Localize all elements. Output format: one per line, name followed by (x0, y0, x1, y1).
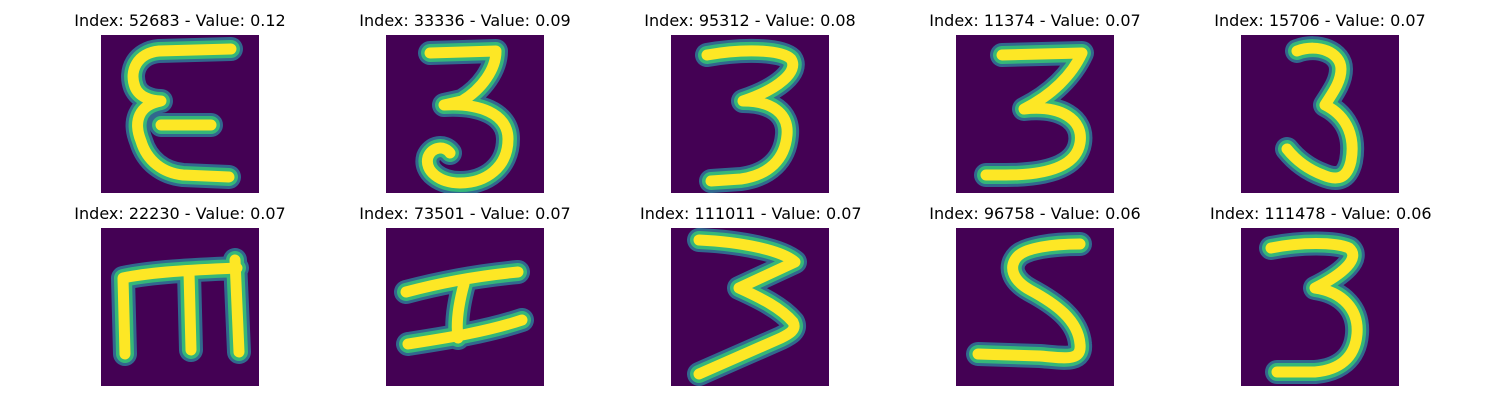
digit-h-rotated-glyph (386, 228, 544, 386)
digit-image (386, 228, 544, 386)
digit-3-zigzag-glyph (671, 228, 829, 386)
digit-3-glyph (1241, 35, 1399, 193)
image-panel-6: Index: 22230 - Value: 0.07 (70, 203, 290, 386)
digit-image (956, 35, 1114, 193)
image-panel-2: Index: 33336 - Value: 0.09 (355, 10, 575, 193)
digit-image (386, 35, 544, 193)
digit-image (956, 228, 1114, 386)
digit-image (101, 35, 259, 193)
image-title: Index: 96758 - Value: 0.06 (929, 204, 1141, 223)
digit-image (671, 228, 829, 386)
image-title: Index: 52683 - Value: 0.12 (74, 11, 286, 30)
digit-5-glyph (956, 228, 1114, 386)
image-panel-3: Index: 95312 - Value: 0.08 (640, 10, 860, 193)
image-title: Index: 33336 - Value: 0.09 (359, 11, 571, 30)
image-panel-1: Index: 52683 - Value: 0.12 (70, 10, 290, 193)
image-title: Index: 15706 - Value: 0.07 (1214, 11, 1426, 30)
image-title: Index: 111478 - Value: 0.06 (1210, 204, 1432, 223)
digit-image (101, 228, 259, 386)
digit-3-glyph (956, 35, 1114, 193)
image-title: Index: 111011 - Value: 0.07 (640, 204, 862, 223)
image-panel-7: Index: 73501 - Value: 0.07 (355, 203, 575, 386)
digit-image (671, 35, 829, 193)
image-title: Index: 95312 - Value: 0.08 (644, 11, 856, 30)
digit-3-glyph (386, 35, 544, 193)
digit-m-glyph (101, 228, 259, 386)
image-panel-9: Index: 96758 - Value: 0.06 (925, 203, 1145, 386)
digit-e-curly-glyph (101, 35, 259, 193)
image-title: Index: 11374 - Value: 0.07 (929, 11, 1141, 30)
image-title: Index: 22230 - Value: 0.07 (74, 204, 286, 223)
digit-3-glyph (1241, 228, 1399, 386)
image-panel-4: Index: 11374 - Value: 0.07 (925, 10, 1145, 193)
digit-image (1241, 35, 1399, 193)
image-title: Index: 73501 - Value: 0.07 (359, 204, 571, 223)
digit-3-glyph (671, 35, 829, 193)
digit-image (1241, 228, 1399, 386)
image-panel-10: Index: 111478 - Value: 0.06 (1210, 203, 1432, 386)
image-panel-5: Index: 15706 - Value: 0.07 (1210, 10, 1430, 193)
image-panel-8: Index: 111011 - Value: 0.07 (640, 203, 862, 386)
